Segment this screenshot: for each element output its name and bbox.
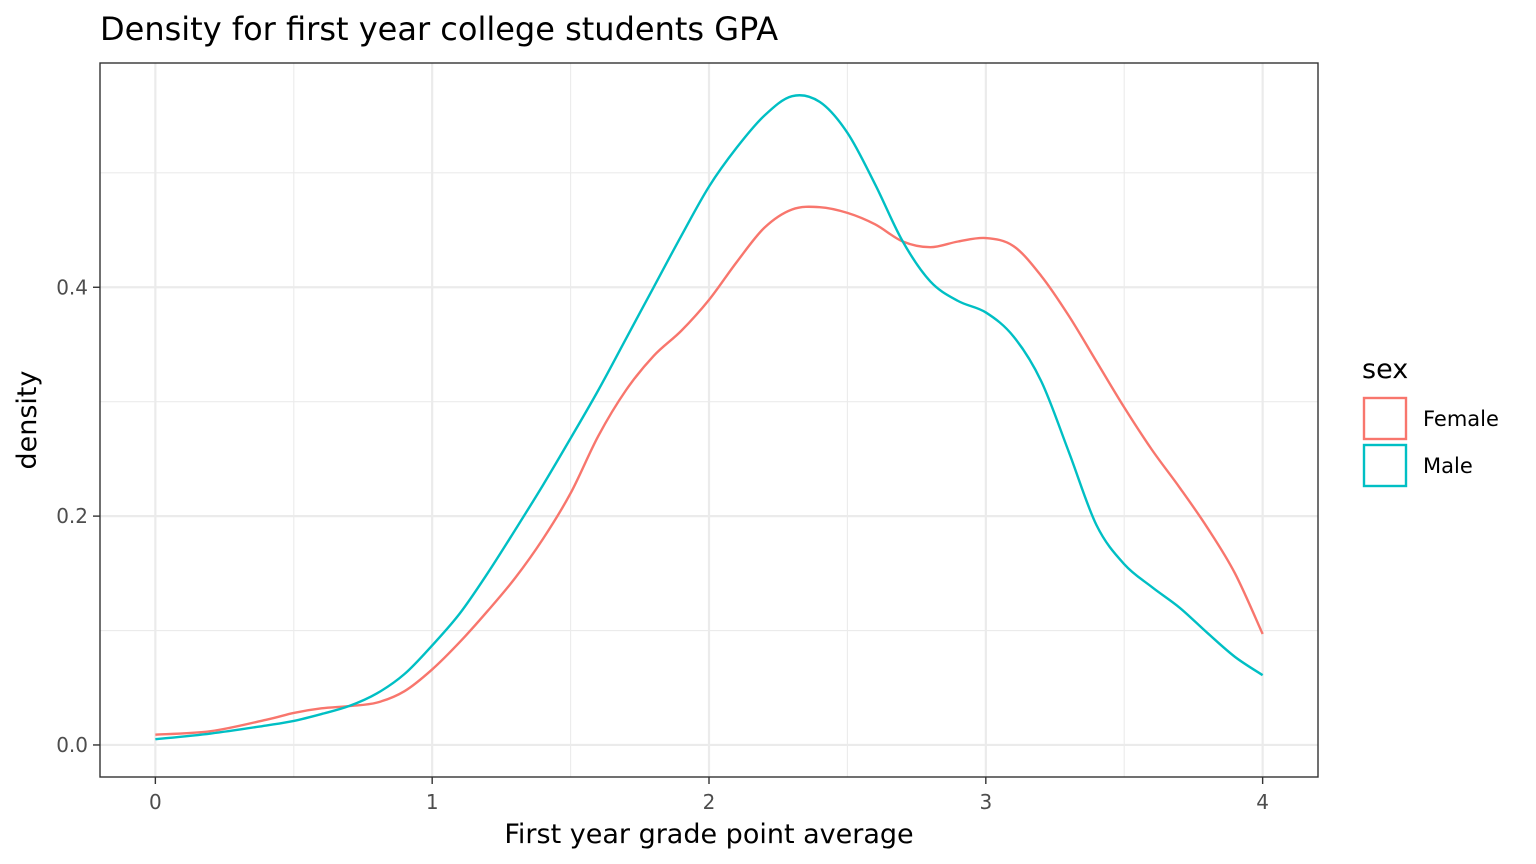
y-tick-label: 0.0: [56, 733, 88, 757]
chart-title: Density for first year college students …: [100, 10, 778, 48]
series-line-female: [155, 205, 1264, 736]
x-tick-label: 1: [426, 790, 439, 814]
legend-key-female: [1362, 396, 1408, 441]
y-tick-label: 0.2: [56, 504, 88, 528]
x-tick-label: 0: [149, 790, 162, 814]
legend-key-male: [1362, 443, 1408, 488]
legend-label-male: Male: [1423, 454, 1473, 478]
y-tick-label: 0.4: [56, 275, 88, 299]
series-layer: [155, 94, 1264, 741]
legend-label-female: Female: [1423, 407, 1499, 431]
major-gridlines: [100, 63, 1318, 777]
x-tick-label: 4: [1256, 790, 1269, 814]
x-axis-ticks: 0 1 2 3 4: [149, 777, 1269, 814]
y-axis-ticks: 0.0 0.2 0.4: [56, 275, 100, 757]
y-axis-title: density: [12, 370, 43, 469]
x-axis-title: First year grade point average: [504, 819, 913, 850]
series-line-male: [155, 94, 1264, 741]
x-tick-label: 2: [703, 790, 716, 814]
x-tick-label: 3: [979, 790, 992, 814]
legend-title: sex: [1362, 354, 1408, 385]
legend: sex Female Male: [1362, 354, 1499, 488]
